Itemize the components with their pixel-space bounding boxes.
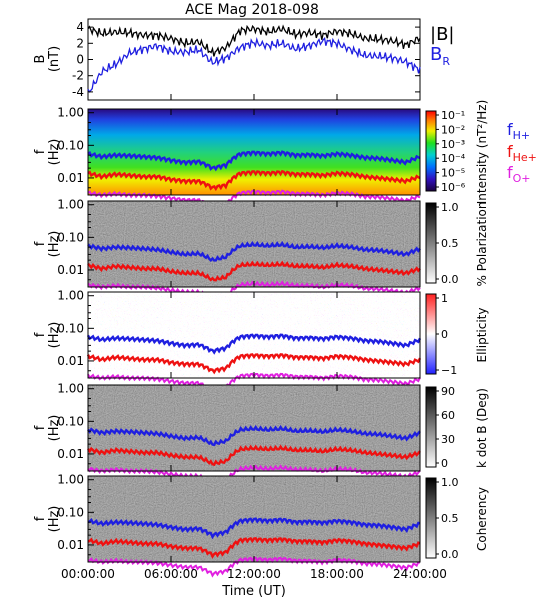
polarization-colorbar-title: % Polarization: [475, 202, 489, 287]
polarization-colorbar-label: 1.0: [441, 201, 459, 214]
intensity-fh-line: [87, 150, 421, 172]
coherency-fhe-line: [87, 536, 421, 559]
ellipticity-ytick-label: 1.00: [57, 289, 84, 303]
xtick-label: 00:00:00: [61, 567, 115, 581]
ellipticity-colorbar-title: Ellipticity: [475, 308, 489, 363]
kdotb-panel: 1.00 0.10 0.01 f (Hz) 90 60 30 0 k dot B (Deg): [33, 382, 489, 485]
ellipticity-colorbar-label: −1: [441, 364, 457, 377]
time-axis: 00:00:00 06:00:00 12:00:00 18:00:00 24:00:00: [61, 567, 447, 581]
intensity-colorbar: [425, 110, 437, 192]
ellipticity-panel: 1.00 0.10 0.01 f (Hz) 1 0 −1 Ellipticity: [33, 289, 489, 394]
field-ylabel: B: [33, 55, 48, 64]
ellipticity-spectrogram: [88, 292, 420, 378]
ellipticity-colorbar: [425, 293, 437, 375]
intensity-colorbar-label: 10⁻³: [441, 138, 465, 151]
kdotb-ytick-label: 0.01: [57, 447, 84, 461]
ellipticity-fh-line: [86, 333, 422, 355]
polarization-panel: 1.00 0.10 0.01 f (Hz) 1.0 0.5 0.0 % Polarization: [33, 198, 489, 301]
ellipticity-ylabel: f: [33, 332, 48, 337]
coherency-colorbar-title: Coherency: [475, 487, 489, 551]
intensity-ylabel: f: [33, 149, 48, 154]
legend-f-He: fHe+: [507, 142, 537, 164]
field-series-group: [87, 24, 421, 100]
field-ylabel-unit: (nT): [47, 46, 62, 72]
kdotb-colorbar-label: 30: [441, 433, 455, 446]
spectrogram-panels: 1.000.100.01f (Hz)10⁻¹10⁻²10⁻³10⁻⁴10⁻⁵10⁻…: [33, 100, 537, 578]
kdotb-fhe-line: [87, 444, 421, 467]
figure-title: ACE Mag 2018-098: [185, 2, 319, 18]
xtick-label: 24:00:00: [393, 567, 447, 581]
polarization-ytick-label: 0.01: [57, 263, 84, 277]
ellipticity-ylabel-unit: (Hz): [47, 322, 62, 349]
field-ytick-label: -4: [72, 85, 84, 99]
kdotb-colorbar-label: 90: [441, 385, 455, 398]
intensity-ytick-label: 0.01: [57, 171, 84, 185]
polarization-colorbar-label: 0.5: [441, 237, 459, 250]
ellipticity-colorbar-label: 1: [441, 292, 448, 305]
field-ytick-label: 0: [76, 53, 84, 67]
kdotb-ylabel: f: [33, 425, 48, 430]
kdotb-fh-line: [87, 424, 421, 447]
coherency-ytick-label: 1.00: [57, 473, 84, 487]
field-ytick-label: -2: [72, 69, 84, 83]
kdotb-colorbar-label: 0: [441, 457, 448, 470]
coherency-ytick-label: 0.01: [57, 538, 84, 552]
field-panel: 4 2 0 -2 -4 B (nT) |B| BR: [33, 18, 454, 101]
polarization-colorbar-label: 0.0: [441, 273, 459, 286]
ellipticity-ytick-label: 0.10: [57, 321, 84, 335]
coherency-fh-line: [87, 517, 421, 540]
xtick-label: 06:00:00: [144, 567, 198, 581]
ellipticity-fhe-line: [86, 353, 422, 375]
intensity-panel: 1.00 0.10 0.01 f (Hz) 10⁻¹10⁻² 10⁻³10⁻⁴ 10⁻⁵10⁻…: [33, 100, 489, 210]
legend-f-H: fH+: [507, 120, 530, 142]
xtick-label: 18:00:00: [310, 567, 364, 581]
field-ytick-label: 4: [76, 20, 84, 34]
xtick-label: 12:00:00: [227, 567, 281, 581]
kdotb-colorbar-title: k dot B (Deg): [475, 388, 489, 468]
ellipticity-ytick-label: 0.01: [57, 354, 84, 368]
x-axis-label: Time (UT): [221, 584, 286, 599]
coherency-colorbar: [425, 477, 437, 559]
kdotb-ytick-label: 1.00: [57, 382, 84, 396]
legend-btotal: |B|: [430, 24, 454, 45]
intensity-colorbar-label: 10⁻⁶: [441, 181, 466, 194]
polarization-ytick-label: 1.00: [57, 198, 84, 212]
kdotb-colorbar-label: 60: [441, 409, 455, 422]
coherency-ylabel-unit: (Hz): [47, 506, 62, 533]
gyrofrequency-legend: fH+fHe+fO+: [507, 120, 537, 185]
coherency-colorbar-label: 0.5: [441, 512, 459, 525]
coherency-colorbar-label: 1.0: [441, 476, 459, 489]
polarization-fhe-line: [87, 260, 421, 282]
ellipticity-colorbar-label: 0: [441, 328, 448, 341]
br-line: [87, 36, 421, 93]
intensity-ytick-label: 1.00: [57, 106, 84, 120]
kdotb-ylabel-unit: (Hz): [47, 415, 62, 442]
legend-br: BR: [430, 44, 450, 68]
intensity-colorbar-title: Intensity (nT²/Hz): [475, 100, 489, 205]
polarization-colorbar: [425, 202, 437, 284]
intensity-colorbar-label: 10⁻⁴: [441, 152, 466, 165]
coherency-panel: 1.00 0.10 0.01 f (Hz) 1.0 0.5 0.0 Coherency: [33, 473, 489, 578]
polarization-ylabel-unit: (Hz): [47, 231, 62, 258]
coherency-ytick-label: 0.10: [57, 505, 84, 519]
btotal-line: [87, 24, 421, 57]
intensity-colorbar-label: 10⁻¹: [441, 109, 465, 122]
field-yticks: 4 2 0 -2 -4: [72, 20, 420, 99]
field-plot-frame: [87, 18, 421, 101]
coherency-colorbar-label: 0.0: [441, 548, 459, 561]
polarization-fh-line: [87, 240, 421, 262]
kdotb-colorbar: [425, 386, 437, 468]
intensity-ytick-label: 0.10: [57, 138, 84, 152]
field-ytick-label: 2: [76, 36, 84, 50]
intensity-ylabel-unit: (Hz): [47, 139, 62, 166]
intensity-fhe-line: [87, 169, 421, 192]
kdotb-ytick-label: 0.10: [57, 414, 84, 428]
polarization-ylabel: f: [33, 241, 48, 246]
polarization-ytick-label: 0.10: [57, 230, 84, 244]
coherency-ylabel: f: [33, 516, 48, 521]
intensity-colorbar-label: 10⁻⁵: [441, 167, 465, 180]
legend-f-O: fO+: [507, 163, 531, 185]
intensity-colorbar-label: 10⁻²: [441, 123, 465, 136]
